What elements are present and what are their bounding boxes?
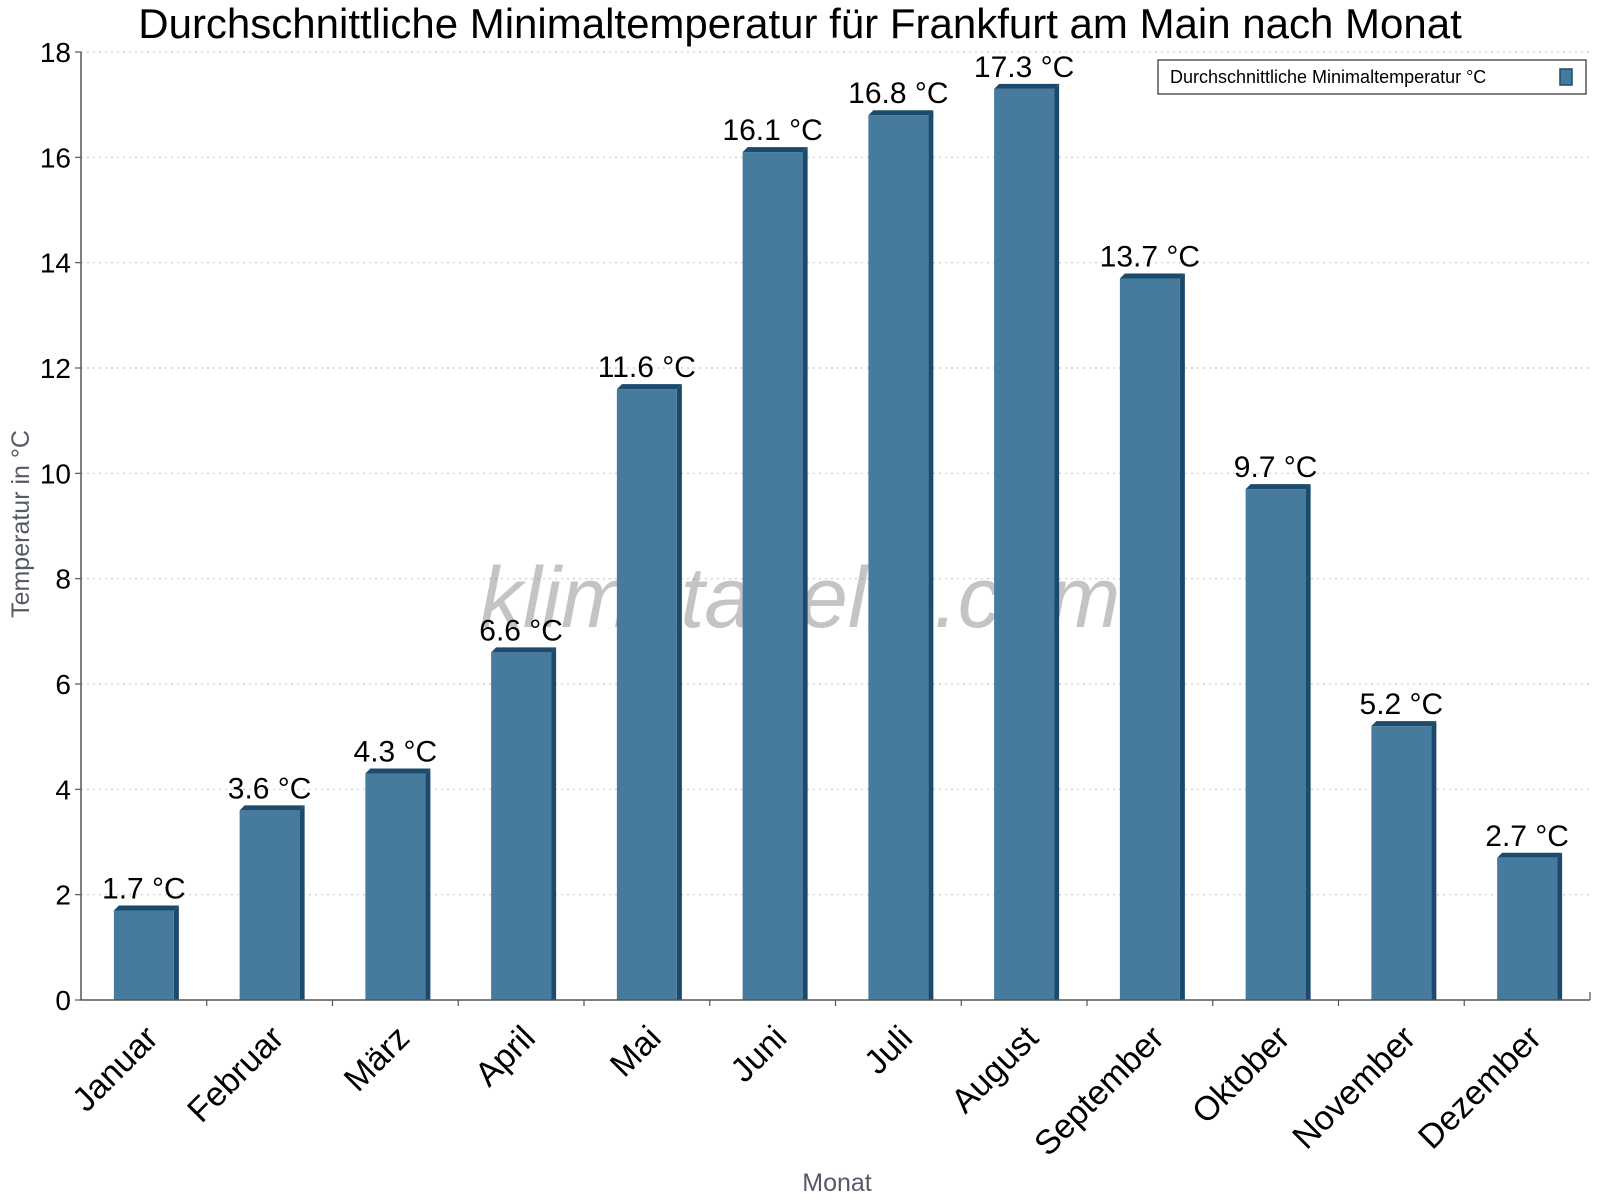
y-tick-label-0: 0 bbox=[55, 985, 71, 1016]
bar-label-februar: 3.6 °C bbox=[228, 772, 312, 805]
bar-top-juni bbox=[742, 147, 808, 153]
bar-label-juli: 16.8 °C bbox=[848, 77, 948, 110]
bar-januar bbox=[113, 905, 179, 1000]
y-tick-label-10: 10 bbox=[40, 458, 71, 489]
bar-label-august: 17.3 °C bbox=[974, 51, 1074, 84]
bar-label-april: 6.6 °C bbox=[479, 614, 563, 647]
legend-swatch bbox=[1559, 68, 1573, 86]
bar-front-januar bbox=[113, 910, 174, 1000]
y-tick-label-4: 4 bbox=[55, 774, 71, 805]
bar-top-märz bbox=[365, 768, 431, 774]
bar-side-juni bbox=[802, 147, 808, 1001]
x-tick-label-februar: Februar bbox=[180, 1019, 291, 1130]
bar-april bbox=[491, 647, 557, 1000]
bar-side-oktober bbox=[1305, 484, 1311, 1001]
bar-top-november bbox=[1371, 721, 1437, 727]
bar-side-januar bbox=[173, 905, 179, 1000]
bar-top-oktober bbox=[1245, 484, 1311, 490]
x-axis-title: Monat bbox=[802, 1169, 872, 1197]
bar-top-februar bbox=[239, 805, 305, 811]
bar-side-november bbox=[1431, 721, 1437, 1000]
x-tick-label-oktober: Oktober bbox=[1185, 1019, 1297, 1131]
x-tick-label-mai: Mai bbox=[603, 1019, 669, 1085]
bar-top-mai bbox=[616, 384, 682, 390]
bar-top-august bbox=[994, 83, 1060, 89]
x-tick-label-dezember: Dezember bbox=[1411, 1019, 1549, 1157]
x-tick-label-januar: Januar bbox=[65, 1019, 165, 1119]
x-tick-label-juni: Juni bbox=[723, 1019, 794, 1090]
legend-entry-label: Durchschnittliche Minimaltemperatur °C bbox=[1170, 67, 1486, 87]
bar-side-juli bbox=[928, 110, 934, 1000]
gridlines bbox=[81, 51, 1590, 896]
y-tick-label-8: 8 bbox=[55, 564, 71, 595]
bar-front-dezember bbox=[1497, 857, 1558, 1000]
x-tick-label-april: April bbox=[468, 1019, 543, 1094]
bar-front-februar bbox=[239, 810, 300, 1000]
legend-box bbox=[1157, 59, 1587, 95]
bar-september bbox=[1119, 273, 1185, 1000]
bar-juni bbox=[742, 147, 808, 1001]
bar-label-januar: 1.7 °C bbox=[102, 872, 186, 905]
legend: Durchschnittliche Minimaltemperatur °C bbox=[1157, 59, 1587, 95]
bar-front-märz bbox=[365, 773, 426, 1000]
y-tick-label-6: 6 bbox=[55, 669, 71, 700]
bar-label-juni: 16.1 °C bbox=[722, 114, 822, 147]
y-tick-label-12: 12 bbox=[40, 353, 71, 384]
bar-front-august bbox=[994, 88, 1055, 1000]
axes bbox=[80, 52, 1591, 1001]
bar-front-mai bbox=[616, 389, 677, 1001]
bar-top-januar bbox=[113, 905, 179, 911]
bar-side-september bbox=[1179, 273, 1185, 1000]
bar-front-juli bbox=[868, 115, 929, 1000]
bar-side-februar bbox=[299, 805, 305, 1000]
bar-label-november: 5.2 °C bbox=[1360, 688, 1444, 721]
y-tick-label-16: 16 bbox=[40, 142, 71, 173]
bar-front-juni bbox=[742, 152, 803, 1001]
bar-oktober bbox=[1245, 484, 1311, 1001]
bar-label-märz: 4.3 °C bbox=[354, 736, 438, 769]
bar-label-oktober: 9.7 °C bbox=[1234, 451, 1318, 484]
y-tick-label-2: 2 bbox=[55, 880, 71, 911]
bar-label-mai: 11.6 °C bbox=[598, 351, 696, 384]
bar-side-mai bbox=[676, 384, 682, 1001]
y-axis-ticks: 0 2 4 6 8 10 12 14 16 18 bbox=[40, 37, 81, 1016]
x-tick-label-september: September bbox=[1027, 1019, 1171, 1163]
bar-dezember bbox=[1497, 852, 1563, 1000]
x-tick-label-märz: März bbox=[337, 1019, 417, 1099]
x-tick-label-november: November bbox=[1285, 1019, 1423, 1157]
bar-mai bbox=[616, 384, 682, 1001]
bar-label-dezember: 2.7 °C bbox=[1485, 820, 1569, 853]
y-axis-title: Temperatur in °C bbox=[7, 430, 35, 618]
bar-top-april bbox=[491, 647, 557, 653]
bar-front-oktober bbox=[1245, 489, 1306, 1000]
bar-front-april bbox=[491, 652, 552, 1000]
bar-side-august bbox=[1054, 83, 1060, 1000]
bar-front-november bbox=[1371, 726, 1432, 1000]
bar-front-september bbox=[1119, 278, 1180, 1000]
bar-juli bbox=[868, 110, 934, 1000]
bar-märz bbox=[365, 768, 431, 1000]
y-tick-label-18: 18 bbox=[40, 37, 71, 68]
bar-top-juli bbox=[868, 110, 934, 116]
x-tick-label-august: August bbox=[944, 1018, 1046, 1120]
bar-label-september: 13.7 °C bbox=[1100, 240, 1200, 273]
bar-top-dezember bbox=[1497, 852, 1563, 858]
bar-top-september bbox=[1119, 273, 1185, 279]
chart-title: Durchschnittliche Minimaltemperatur für … bbox=[138, 0, 1462, 47]
bars: 1.7 °C 3.6 °C 4.3 °C 6.6 °C 11.6 °C 16.1 °C 16… bbox=[102, 51, 1569, 1001]
bar-november bbox=[1371, 721, 1437, 1000]
bar-side-märz bbox=[425, 768, 431, 1000]
bar-side-april bbox=[551, 647, 557, 1000]
y-tick-label-14: 14 bbox=[40, 248, 71, 279]
bar-side-dezember bbox=[1557, 852, 1563, 1000]
bar-februar bbox=[239, 805, 305, 1000]
bar-august bbox=[994, 83, 1060, 1000]
x-axis-ticks: Januar Februar März April Mai Juni Juli AugustS… bbox=[65, 1000, 1549, 1163]
x-tick-label-juli: Juli bbox=[857, 1019, 920, 1082]
